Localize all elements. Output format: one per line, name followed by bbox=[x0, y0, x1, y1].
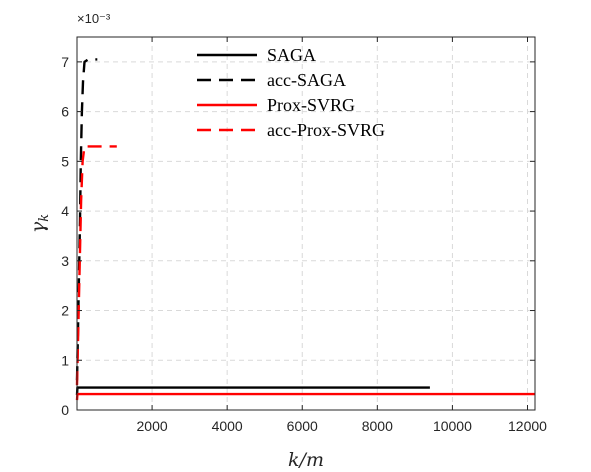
y-tick-label: 3 bbox=[61, 253, 69, 269]
y-tick-label: 5 bbox=[61, 153, 69, 169]
x-tick-label: 8000 bbox=[362, 418, 393, 434]
y-tick-label: 6 bbox=[61, 104, 69, 120]
y-axis-label-subscript: k bbox=[37, 214, 52, 222]
legend-label-2: Prox-SVRG bbox=[267, 95, 355, 115]
x-tick-label: 6000 bbox=[287, 418, 318, 434]
ticks: 2000 4000 6000 8000 10000 12000 0 1 2 3 4 5 6 7 bbox=[61, 37, 547, 434]
y-tick-label: 4 bbox=[61, 203, 69, 219]
legend: SAGA acc-SAGA Prox-SVRG acc-Prox-SVRG bbox=[197, 45, 385, 140]
x-axis-label: k/m bbox=[288, 449, 324, 471]
legend-label-0: SAGA bbox=[267, 45, 316, 65]
legend-label-3: acc-Prox-SVRG bbox=[267, 120, 385, 140]
legend-label-1: acc-SAGA bbox=[267, 70, 346, 90]
grid bbox=[77, 37, 535, 410]
series-line-3 bbox=[75, 145, 117, 386]
x-tick-label: 12000 bbox=[508, 418, 547, 434]
y-exponent-label: ×10⁻³ bbox=[77, 11, 111, 26]
x-tick-label: 4000 bbox=[212, 418, 243, 434]
y-axis-label-main: γ bbox=[27, 221, 49, 233]
series-line-2 bbox=[75, 392, 535, 401]
x-tick-label: 10000 bbox=[433, 418, 472, 434]
y-tick-label: 0 bbox=[61, 402, 69, 418]
plot-frame bbox=[76, 36, 536, 411]
y-tick-label: 2 bbox=[61, 303, 69, 319]
y-tick-label: 1 bbox=[61, 352, 69, 368]
x-tick-label: 2000 bbox=[137, 418, 168, 434]
y-tick-label: 7 bbox=[61, 54, 69, 70]
y-axis-label: γk bbox=[27, 214, 52, 233]
